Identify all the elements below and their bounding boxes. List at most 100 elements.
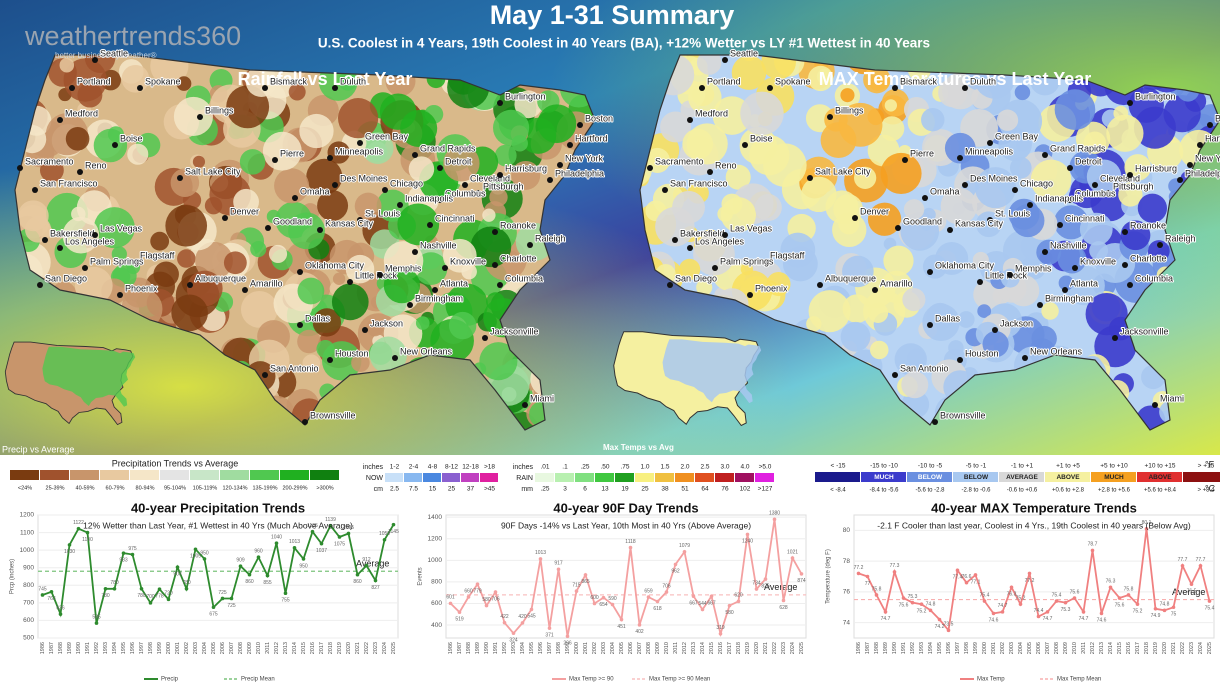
legend-label: 6: [583, 486, 587, 493]
legend-label: +5 to +10: [1100, 463, 1128, 470]
x-tick-label: 1990: [484, 642, 490, 654]
map-shade: [1147, 240, 1170, 262]
x-tick-label: 1986: [448, 642, 454, 654]
city-label: Indianapolis: [405, 193, 454, 203]
city-label: New York: [1195, 153, 1220, 163]
legend-label: 1.5: [660, 464, 669, 471]
data-point: [928, 608, 933, 613]
x-tick-label: 2025: [799, 642, 805, 654]
data-label: 74.7: [881, 616, 891, 622]
city-dot: [1122, 262, 1128, 268]
legend-label: +10 to +15: [1144, 463, 1175, 470]
data-point: [175, 565, 180, 569]
city-dot: [412, 152, 418, 158]
legend-swatch: [999, 472, 1044, 482]
city-label: Las Vegas: [100, 223, 143, 233]
map-shade: [1089, 241, 1109, 261]
city-dot: [332, 85, 338, 91]
legend-label: .25: [540, 486, 549, 493]
city-dot: [1197, 142, 1203, 148]
x-tick-label: 1999: [157, 642, 163, 654]
legend-row-label: NOW: [366, 475, 384, 482]
charts: 500 600 700 800 900 1000 1100 1200 Prcp (inches)…: [10, 500, 1215, 682]
plot-frame: [853, 514, 1215, 639]
data-point: [292, 546, 297, 550]
data-label: 1122: [73, 520, 84, 526]
x-tick-label: 2007: [637, 642, 643, 654]
data-point: [574, 589, 579, 593]
map-shade: [944, 132, 976, 164]
legend-swatch: [160, 470, 189, 480]
data-label: 1013: [289, 539, 300, 545]
data-point: [736, 599, 741, 604]
city-label: Philadelphia: [1185, 168, 1220, 178]
data-label: 620: [734, 593, 743, 599]
city-label: Sacramento: [25, 156, 74, 166]
x-tick-label: 2000: [574, 642, 580, 654]
legend-label: .75: [620, 464, 629, 471]
tagline: better business by weather®: [55, 51, 157, 60]
map-shade: [1054, 89, 1096, 130]
city-label: Duluth: [340, 76, 366, 86]
city-label: Reno: [85, 160, 107, 170]
city-dot: [567, 142, 573, 148]
data-label: 780: [137, 593, 146, 599]
map-shade: [833, 194, 863, 224]
city-label: Minneapolis: [335, 146, 384, 156]
data-label: 590: [608, 596, 617, 602]
x-tick-label: 2007: [1045, 642, 1051, 654]
data-point: [1117, 596, 1122, 600]
map-shade: [443, 145, 480, 182]
map-shade: [725, 164, 751, 190]
city-dot: [492, 229, 498, 235]
city-label: Flagstaff: [770, 250, 805, 260]
city-dot: [1207, 122, 1213, 128]
city-label: Phoenix: [755, 283, 788, 293]
map-shade: [171, 294, 208, 332]
data-point: [1162, 608, 1167, 613]
x-tick-label: 2015: [301, 642, 307, 654]
city-label: Amarillo: [250, 278, 283, 288]
legend-swatch: [404, 473, 422, 482]
map-shade: [801, 176, 837, 213]
map-shade: [740, 263, 754, 276]
map-shade: [853, 166, 877, 190]
map-shade: [317, 190, 349, 222]
data-point: [538, 557, 543, 561]
data-point: [493, 590, 498, 594]
map-shade: [268, 244, 288, 264]
data-label: 667: [689, 601, 698, 607]
city-dot: [197, 114, 203, 120]
legend-word: ABOVE: [1148, 474, 1172, 481]
city-dot: [1067, 165, 1073, 171]
data-point: [973, 573, 978, 577]
map-shade: [327, 141, 350, 164]
city-dot: [707, 169, 713, 175]
data-label: 855: [263, 580, 272, 586]
legend-swatch: [715, 473, 734, 482]
legend-label: Max Temp >= 90 Mean: [649, 677, 710, 683]
map-shade: [297, 329, 321, 354]
data-label: 659: [644, 588, 653, 594]
x-tick-label: 1986: [40, 642, 46, 654]
map-shade: [514, 90, 543, 119]
data-label: 75.6: [1115, 602, 1125, 608]
data-point: [763, 577, 768, 581]
map-shade: [977, 304, 992, 318]
city-dot: [137, 85, 143, 91]
legend-swatch: [250, 470, 279, 480]
x-tick-label: 2008: [1054, 642, 1060, 654]
map-shade: [274, 168, 310, 204]
x-tick-label: 1996: [130, 642, 136, 654]
city-dot: [462, 182, 468, 188]
map-shade: [111, 246, 127, 262]
legend-swatch: [10, 470, 39, 480]
data-point: [1198, 563, 1203, 568]
data-point: [112, 587, 117, 591]
data-label: 1059: [379, 531, 390, 537]
legend-swatch: [40, 470, 69, 480]
city-dot: [1062, 287, 1068, 293]
city-dot: [475, 190, 481, 196]
city-label: Boston: [1215, 113, 1220, 123]
data-point: [1027, 571, 1032, 576]
